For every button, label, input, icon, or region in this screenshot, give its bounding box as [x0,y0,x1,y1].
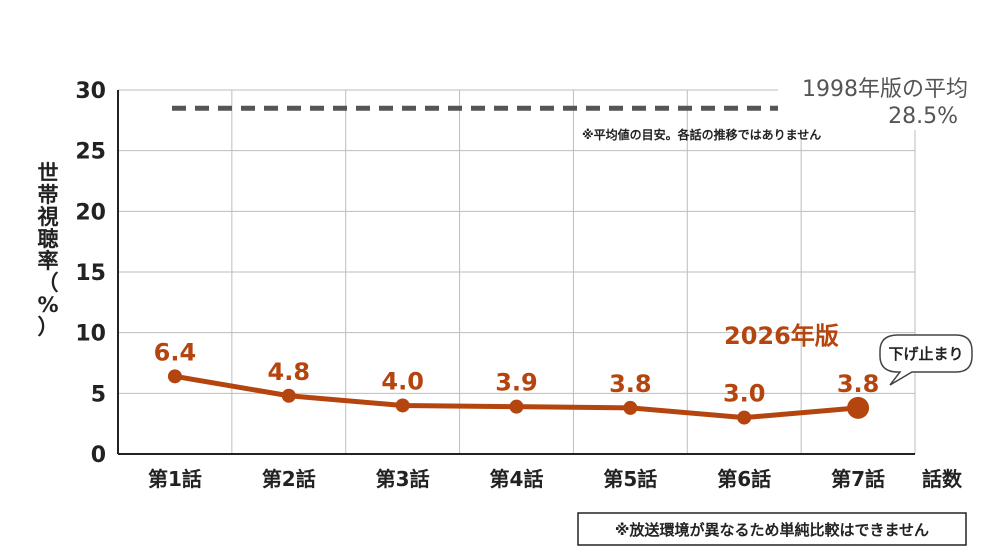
data-point-3 [395,398,410,413]
footnote-border [577,512,967,546]
y-axis-label-char-3: 聴 [38,227,59,251]
x-category-label-2: 第2話 [262,467,316,491]
x-category-label-1: 第1話 [148,467,202,491]
data-labels: 6.4 4.8 4.0 3.9 3.8 3.0 3.8 [154,338,880,407]
y-tick-label-1: 5 [91,382,106,407]
y-tick-label-0: 0 [91,443,106,468]
x-category-label-4: 第4話 [490,467,544,491]
data-label-6: 3.0 [723,380,766,408]
data-label-7: 3.8 [837,370,880,398]
data-point-7 [847,396,870,419]
data-point-5 [623,400,638,415]
data-point-4 [509,399,524,414]
data-label-2: 4.8 [268,358,311,386]
y-tick-labels: 0 5 10 15 20 25 30 [75,79,106,468]
y-tick-label-2: 10 [75,322,106,347]
data-label-1: 6.4 [154,338,197,366]
reference-line-group: 1998年版の平均 28.5% ※平均値の目安。各話の推移ではありません [172,74,973,142]
data-points [167,369,870,425]
data-point-2 [281,388,296,403]
reference-line-label: 1998年版の平均 [802,77,968,102]
series-group: 6.4 4.8 4.0 3.9 3.8 3.0 3.8 [154,338,880,425]
data-point-1 [167,369,182,384]
y-tick-label-4: 20 [75,200,106,225]
data-label-5: 3.8 [609,370,652,398]
y-axis-label-char-0: 世 [38,161,59,185]
data-label-3: 4.0 [381,367,424,395]
x-category-label-6: 第6話 [717,467,771,491]
y-tick-label-3: 15 [75,261,106,286]
x-category-label-3: 第3話 [376,467,430,491]
x-category-label-7: 第7話 [831,467,885,491]
y-axis-label-char-2: 視 [37,205,59,229]
y-axis-label-char-6: % [37,293,58,317]
callout-bubble: 下げ止まり [879,334,973,386]
data-point-6 [737,410,752,425]
y-tick-label-6: 30 [75,79,106,104]
y-axis-label-char-4: 率 [38,249,59,273]
y-axis-label-char-1: 帯 [38,183,59,207]
axes [117,90,915,455]
y-tick-label-5: 25 [75,140,106,165]
y-axis-label-char-7: ） [38,315,59,339]
reference-value-label: 28.5% [888,104,958,129]
reference-note: ※平均値の目安。各話の推移ではありません [582,127,821,142]
x-category-labels: 第1話 第2話 第3話 第4話 第5話 第6話 第7話 [148,467,885,491]
x-category-label-5: 第5話 [603,467,657,491]
data-label-4: 3.9 [495,369,538,397]
footnote-box: ※放送環境が異なるため単純比較はできません [577,512,967,546]
y-axis-label-char-5: （ [38,271,59,295]
grid [118,89,916,454]
series-label: 2026年版 [724,322,839,350]
x-axis-label: 話数 [922,467,963,491]
footnote-text: ※放送環境が異なるため単純比較はできません [615,521,929,539]
callout-text: 下げ止まり [888,345,963,363]
reference-label-bg [778,74,973,130]
callout-shape [879,334,973,386]
